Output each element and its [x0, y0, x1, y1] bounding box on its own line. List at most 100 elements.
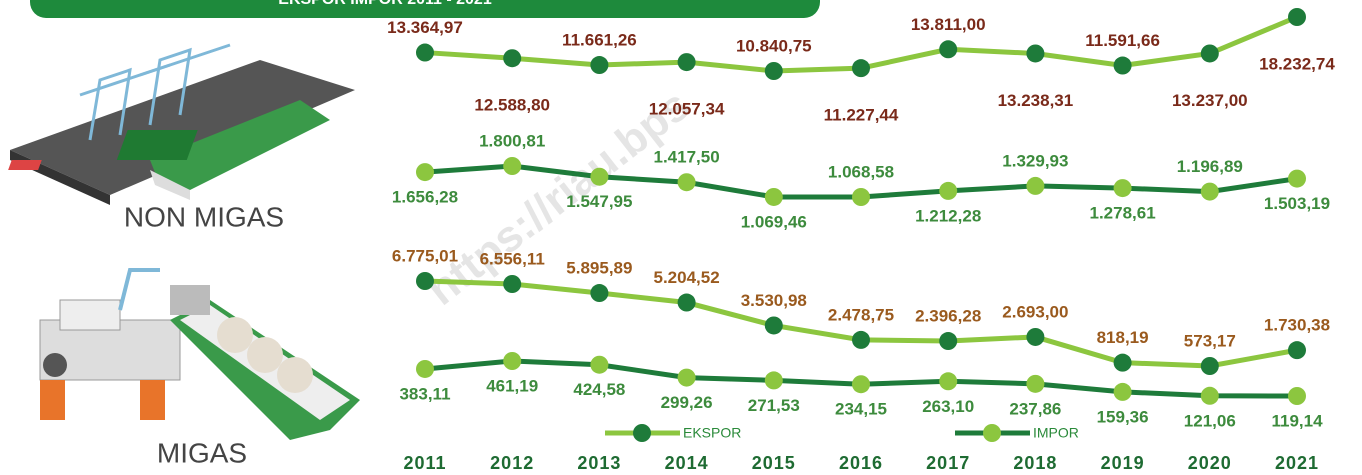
data-point [678, 173, 696, 191]
value-label: 121,06 [1184, 411, 1236, 430]
x-tick-label: 2017 [926, 453, 970, 473]
x-tick-label: 2011 [403, 453, 446, 473]
value-label: 13.237,00 [1172, 91, 1248, 110]
value-label: 1.800,81 [479, 131, 545, 150]
value-label: 1.278,61 [1090, 204, 1156, 223]
data-point [852, 188, 870, 206]
value-label: 573,17 [1184, 331, 1236, 350]
data-point [852, 59, 870, 77]
value-label: 3.530,98 [741, 291, 807, 310]
data-point [416, 272, 434, 290]
data-point [1026, 177, 1044, 195]
data-point [678, 53, 696, 71]
legend-label: EKSPOR [683, 425, 741, 441]
value-label: 5.204,52 [654, 268, 720, 287]
data-point [416, 163, 434, 181]
data-point [1288, 170, 1306, 188]
data-point [416, 44, 434, 62]
data-point [503, 352, 521, 370]
data-point [1026, 328, 1044, 346]
x-tick-label: 2012 [490, 453, 534, 473]
data-point [1201, 387, 1219, 405]
data-point [678, 369, 696, 387]
data-point [590, 356, 608, 374]
data-point [1114, 383, 1132, 401]
legend-marker [633, 424, 651, 442]
value-label: 13.811,00 [911, 15, 986, 34]
value-label: 1.069,46 [741, 212, 807, 231]
panel-label: MIGAS [157, 437, 247, 468]
x-tick-label: 2019 [1101, 453, 1145, 473]
data-point [1114, 354, 1132, 372]
legend-marker [983, 424, 1001, 442]
page: EKSPOR IMPOR 2011 - 2021 NON MIGAS MIGAS… [0, 0, 1362, 475]
x-tick-label: 2018 [1013, 453, 1057, 473]
value-label: 299,26 [661, 393, 713, 412]
data-point [503, 157, 521, 175]
value-label: 1.329,93 [1002, 151, 1068, 170]
value-label: 5.895,89 [566, 259, 632, 278]
data-point [1114, 57, 1132, 75]
x-tick-label: 2021 [1275, 453, 1319, 473]
value-label: 13.238,31 [998, 91, 1074, 110]
data-point [1201, 44, 1219, 62]
panel-label: NON MIGAS [124, 201, 284, 232]
value-label: 1.417,50 [654, 148, 720, 167]
data-point [852, 375, 870, 393]
value-label: 11.661,26 [562, 30, 637, 49]
data-point [1288, 341, 1306, 359]
x-tick-label: 2016 [839, 453, 883, 473]
x-tick-label: 2015 [752, 453, 796, 473]
value-label: 6.556,11 [480, 249, 545, 268]
data-point [590, 284, 608, 302]
x-tick-label: 2013 [577, 453, 621, 473]
x-tick-label: 2014 [665, 453, 709, 473]
chart-title: EKSPOR IMPOR 2011 - 2021 [278, 0, 492, 8]
value-label: 2.478,75 [828, 305, 894, 324]
data-point [939, 182, 957, 200]
port-illustration [8, 45, 355, 205]
value-label: 1.730,38 [1264, 316, 1330, 335]
value-label: 271,53 [748, 396, 800, 415]
data-point [590, 56, 608, 74]
data-point [1026, 44, 1044, 62]
value-label: 11.227,44 [824, 106, 899, 125]
value-label: 1.656,28 [392, 188, 458, 207]
data-point [765, 188, 783, 206]
chart: EKSPOR IMPOR 2011 - 2021 NON MIGAS MIGAS… [0, 0, 1362, 475]
value-label: 237,86 [1009, 399, 1061, 418]
value-label: 383,11 [399, 384, 450, 403]
value-label: 461,19 [486, 376, 538, 395]
value-label: 234,15 [835, 400, 887, 419]
data-point [1201, 357, 1219, 375]
data-point [765, 62, 783, 80]
value-label: 1.196,89 [1177, 157, 1243, 176]
data-point [939, 332, 957, 350]
value-label: 263,10 [922, 397, 974, 416]
data-point [1288, 8, 1306, 26]
value-label: 818,19 [1097, 328, 1149, 347]
value-label: 12.588,80 [474, 96, 550, 115]
value-label: 18.232,74 [1259, 54, 1335, 73]
value-label: 1.068,58 [828, 162, 894, 181]
data-point [939, 372, 957, 390]
migas-illustration [40, 270, 360, 440]
data-point [590, 168, 608, 186]
data-point [1114, 179, 1132, 197]
value-label: 1.547,95 [566, 192, 632, 211]
value-label: 2.396,28 [915, 306, 981, 325]
data-point [765, 316, 783, 334]
data-point [1288, 387, 1306, 405]
value-label: 119,14 [1271, 411, 1323, 430]
value-label: 424,58 [573, 380, 625, 399]
data-point [1026, 375, 1044, 393]
value-label: 10.840,75 [736, 36, 812, 55]
value-label: 12.057,34 [649, 100, 725, 119]
data-point [503, 275, 521, 293]
value-label: 1.212,28 [915, 206, 981, 225]
data-point [1201, 183, 1219, 201]
value-label: 159,36 [1097, 407, 1149, 426]
value-label: 11.591,66 [1085, 31, 1160, 50]
data-point [678, 294, 696, 312]
legend-label: IMPOR [1033, 425, 1079, 441]
